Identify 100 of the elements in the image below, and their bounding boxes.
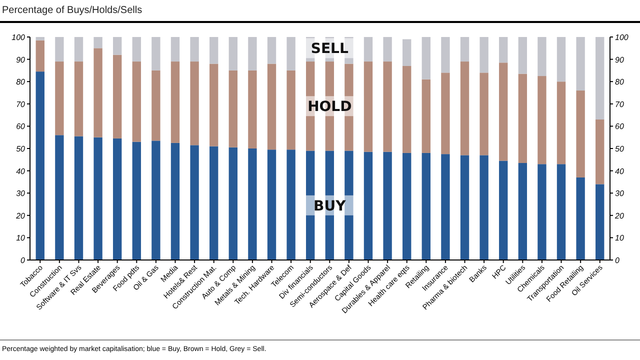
y-tick-label: 20	[15, 211, 26, 220]
bar	[210, 64, 218, 146]
bar	[152, 37, 160, 70]
chart-title: Percentage of Buys/Holds/Sells	[2, 5, 142, 16]
bar	[441, 154, 450, 260]
y-tick-label: 60	[16, 122, 26, 132]
bar	[383, 62, 392, 152]
bar	[364, 37, 373, 62]
bar	[538, 164, 546, 260]
bar	[460, 37, 470, 62]
bar	[74, 136, 84, 260]
y2-tick-label: 60	[615, 122, 624, 132]
series-label: SELL	[310, 41, 348, 58]
series-label: HOLD	[308, 99, 352, 116]
bar	[402, 66, 412, 153]
bar	[210, 37, 218, 64]
bar	[112, 54, 122, 138]
y2-tick-label: 70	[615, 100, 624, 109]
bar	[422, 37, 430, 80]
bar	[132, 37, 141, 62]
bar	[267, 150, 276, 260]
y-tick-label: 30	[16, 189, 26, 198]
bar	[441, 37, 450, 73]
bar	[499, 160, 508, 260]
bar	[383, 37, 392, 62]
bar	[228, 37, 238, 70]
y2-tick-label: 10	[615, 234, 624, 243]
bar	[170, 62, 180, 143]
bar	[596, 37, 604, 120]
bar	[441, 72, 450, 154]
bar	[36, 37, 44, 40]
y2-tick-label: 0	[615, 256, 620, 265]
bar	[306, 150, 315, 260]
bar	[480, 37, 488, 73]
bar	[422, 152, 430, 260]
bar	[248, 70, 257, 148]
bar	[74, 62, 84, 136]
bar	[94, 37, 102, 48]
bar	[94, 137, 102, 260]
bar	[460, 155, 470, 260]
bar	[248, 148, 257, 260]
y-tick-label: 100	[12, 33, 26, 42]
bar	[402, 39, 412, 66]
bar	[596, 120, 604, 184]
bar	[480, 155, 488, 260]
bar	[422, 79, 430, 153]
bar	[190, 62, 199, 146]
bar	[518, 162, 528, 260]
bar	[460, 62, 470, 156]
bar	[286, 150, 296, 260]
bar	[210, 146, 218, 260]
bar	[556, 37, 566, 82]
y2-tick-label: 80	[615, 78, 624, 87]
bar	[152, 140, 160, 260]
y2-tick-label: 90	[615, 55, 624, 64]
bar	[132, 62, 141, 142]
bar	[344, 150, 354, 260]
bar	[55, 37, 64, 62]
bar	[286, 37, 296, 70]
bar	[480, 72, 488, 156]
bar	[286, 70, 296, 150]
bar	[576, 37, 585, 91]
y2-tick-label: 50	[615, 144, 624, 154]
y2-tick-label: 30	[615, 189, 624, 198]
bar	[170, 142, 180, 260]
bar	[518, 37, 528, 74]
bar	[576, 177, 585, 260]
series-label: BUY	[314, 198, 347, 214]
bar	[402, 152, 412, 260]
bar	[383, 152, 392, 260]
bar	[267, 37, 276, 64]
bar	[55, 135, 64, 260]
bar	[364, 152, 373, 260]
y-tick-label: 90	[16, 55, 26, 64]
bar	[228, 147, 238, 260]
y-tick-label: 80	[16, 78, 26, 87]
y2-tick-label: 100	[615, 33, 629, 42]
y-tick-label: 70	[16, 100, 26, 109]
bar	[499, 62, 508, 161]
bar	[248, 37, 257, 70]
bar	[152, 70, 160, 141]
bar	[556, 164, 566, 260]
bar	[518, 74, 528, 163]
y-tick-label: 40	[16, 166, 26, 176]
y2-tick-label: 40	[615, 166, 624, 176]
bar	[170, 37, 180, 62]
bar	[190, 145, 199, 260]
bar	[228, 70, 238, 148]
bar	[576, 90, 585, 178]
bar	[190, 37, 199, 62]
bar	[364, 62, 373, 152]
bar	[36, 72, 44, 260]
bar	[74, 37, 84, 62]
bar	[538, 37, 546, 76]
bar	[112, 138, 122, 260]
y-tick-label: 10	[16, 234, 26, 243]
bar	[94, 48, 102, 138]
bar	[556, 82, 566, 164]
y-tick-label: 0	[20, 256, 26, 265]
y-tick-label: 50	[16, 144, 26, 154]
